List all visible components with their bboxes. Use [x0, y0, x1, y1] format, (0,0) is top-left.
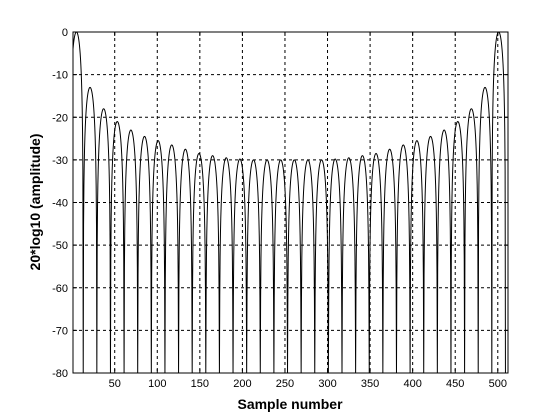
- x-tick-label: 300: [318, 378, 336, 390]
- series-curves: [72, 31, 506, 374]
- y-tick-label: -10: [52, 70, 68, 82]
- x-tick-label: 150: [191, 378, 209, 390]
- y-tick-label: -80: [52, 368, 68, 380]
- y-tick-label: -70: [52, 325, 68, 337]
- y-tick-label: 0: [62, 27, 68, 39]
- y-axis-label: 20*log10 (amplitude): [27, 134, 43, 271]
- y-tick-label: -30: [52, 155, 68, 167]
- y-tick-label: -60: [52, 283, 68, 295]
- grid-lines: [73, 32, 508, 373]
- x-tick-label: 500: [489, 378, 507, 390]
- x-tick-label: 250: [276, 378, 294, 390]
- x-tick-label: 450: [446, 378, 464, 390]
- x-tick-label: 50: [109, 378, 121, 390]
- x-axis-ticks: 50 100 150 200 250 300 350 400 450 500: [109, 32, 507, 390]
- y-tick-label: -20: [52, 112, 68, 124]
- x-tick-label: 100: [148, 378, 166, 390]
- y-axis-ticks: 0 -10 -20 -30 -40 -50 -60 -70 -80: [52, 27, 508, 380]
- x-tick-label: 350: [361, 378, 379, 390]
- y-tick-label: -50: [52, 240, 68, 252]
- x-tick-label: 400: [403, 378, 421, 390]
- y-tick-label: -40: [52, 198, 68, 210]
- x-axis-label: Sample number: [237, 396, 343, 412]
- series-line: [72, 31, 506, 374]
- x-tick-label: 200: [233, 378, 251, 390]
